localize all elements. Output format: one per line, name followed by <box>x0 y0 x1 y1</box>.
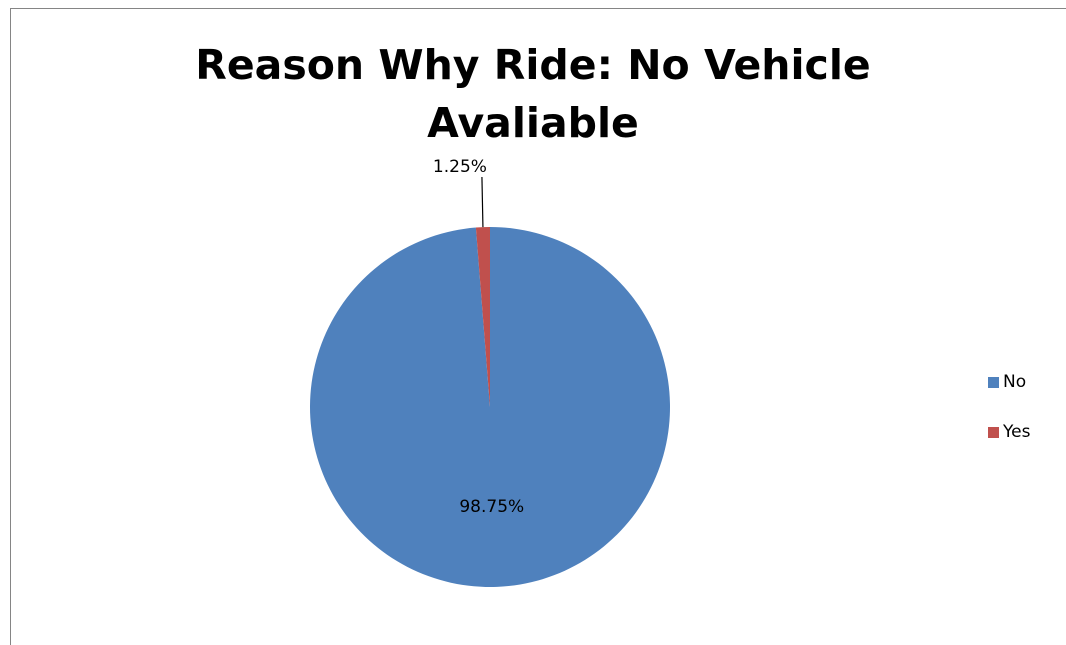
legend-label-yes: Yes <box>1003 422 1031 442</box>
data-label-yes: 1.25% <box>433 157 487 177</box>
chart-title-line-2: Avaliable <box>427 99 639 147</box>
legend-swatch-no <box>988 376 999 388</box>
legend: No Yes <box>988 368 1030 468</box>
pie-slice-no <box>310 227 671 588</box>
legend-item-yes: Yes <box>988 418 1030 446</box>
leader-line-yes <box>481 176 484 228</box>
legend-label-no: No <box>1003 372 1027 392</box>
chart-title-line-1: Reason Why Ride: No Vehicle <box>195 41 871 89</box>
legend-swatch-yes <box>988 426 999 438</box>
legend-item-no: No <box>988 368 1030 396</box>
pie-slice-yes <box>475 227 490 407</box>
data-label-no: 98.75% <box>459 497 524 517</box>
chart-title: Reason Why Ride: No Vehicle Avaliable <box>0 36 1066 152</box>
